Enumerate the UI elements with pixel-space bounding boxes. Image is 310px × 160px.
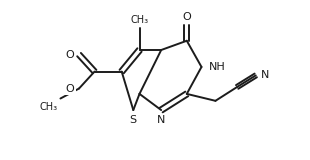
Text: O: O (66, 84, 74, 93)
Text: N: N (261, 70, 270, 80)
Text: O: O (182, 12, 191, 21)
Text: CH₃: CH₃ (131, 15, 148, 25)
Text: N: N (157, 116, 166, 125)
Text: S: S (130, 116, 137, 125)
Text: CH₃: CH₃ (39, 102, 57, 112)
Text: NH: NH (209, 62, 226, 72)
Text: O: O (66, 50, 74, 60)
